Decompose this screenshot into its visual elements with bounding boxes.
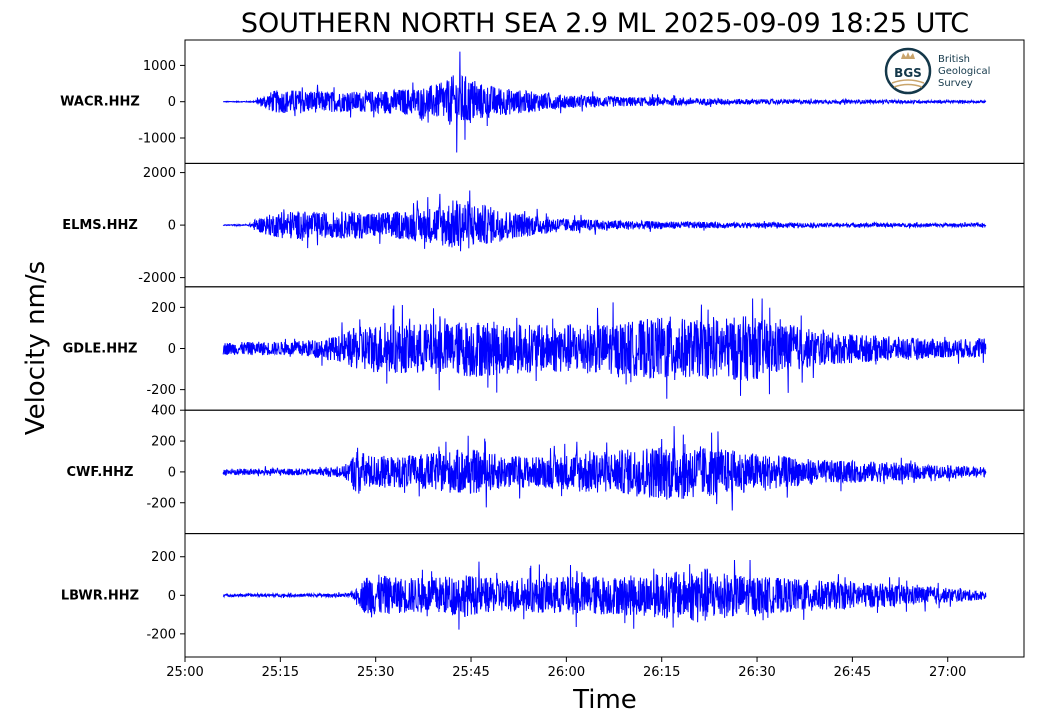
x-axis: 25:00 25:15 25:30 25:45 26:00 26:15 26:30 26:45… (166, 657, 966, 680)
bgs-logo-line-3: Survey (938, 78, 973, 89)
panel-cwf-hhz: 400 200 0 -200 CWF.HHZ (67, 404, 1025, 535)
panel-lbwr-hhz: 200 0 -200 LBWR.HHZ (61, 533, 1025, 658)
x-tick-label: 26:00 (548, 665, 585, 680)
y-tick-label: 0 (168, 95, 176, 110)
panel-wacr-hhz: 1000 0 -1000 WACR.HHZ (60, 39, 1025, 164)
panels: 10000-1000WACR.HHZ20000-2000ELMS.HHZ2000… (60, 39, 1025, 658)
station-label: LBWR.HHZ (61, 588, 139, 603)
x-tick-label: 27:00 (929, 665, 966, 680)
x-tick-label: 26:30 (738, 665, 775, 680)
y-tick-label: -1000 (138, 131, 176, 146)
waveform-gdle-hhz (222, 298, 987, 399)
station-label: WACR.HHZ (60, 95, 140, 110)
waveform-lbwr-hhz (222, 559, 987, 630)
y-tick-label: 0 (168, 342, 176, 357)
x-tick-label: 26:45 (834, 665, 871, 680)
panel-gdle-hhz: 200 0 -200 GDLE.HHZ (63, 286, 1025, 411)
x-tick-label: 26:15 (643, 665, 680, 680)
y-tick-label: 0 (168, 589, 176, 604)
bgs-logo-line-1: British (938, 54, 970, 65)
y-tick-label: 400 (151, 404, 176, 419)
y-tick-label: 200 (151, 550, 176, 565)
y-tick-label: 200 (151, 435, 176, 450)
y-tick-label: 1000 (143, 59, 176, 74)
y-tick-label: 200 (151, 301, 176, 316)
y-tick-label: -200 (146, 627, 176, 642)
bgs-logo-strata (891, 79, 925, 88)
y-tick-label: 0 (168, 219, 176, 234)
bgs-logo-line-2: Geological (938, 66, 990, 77)
waveform-cwf-hhz (222, 426, 987, 511)
y-tick-label: 0 (168, 465, 176, 480)
station-label: ELMS.HHZ (62, 218, 138, 233)
x-tick-label: 25:00 (166, 665, 203, 680)
bgs-logo-crown (901, 52, 915, 59)
waveform-wacr-hhz (223, 51, 987, 153)
waveform-elms-hhz (222, 190, 987, 252)
y-axis-label: Velocity nm/s (21, 261, 51, 435)
bgs-logo: BGS British Geological Survey (884, 47, 990, 95)
bgs-logo-mark: BGS (894, 66, 922, 80)
x-tick-label: 25:45 (452, 665, 489, 680)
y-tick-label: -2000 (138, 271, 176, 286)
chart-title: SOUTHERN NORTH SEA 2.9 ML 2025-09-09 18:… (241, 8, 969, 39)
x-tick-label: 25:15 (262, 665, 299, 680)
y-tick-label: -200 (146, 496, 176, 511)
x-tick-label: 25:30 (357, 665, 394, 680)
y-tick-label: -200 (146, 383, 176, 398)
station-label: CWF.HHZ (67, 465, 134, 480)
y-tick-label: 2000 (143, 166, 176, 181)
station-label: GDLE.HHZ (63, 342, 138, 357)
panel-elms-hhz: 2000 0 -2000 ELMS.HHZ (62, 162, 1025, 288)
x-axis-label: Time (572, 685, 637, 715)
